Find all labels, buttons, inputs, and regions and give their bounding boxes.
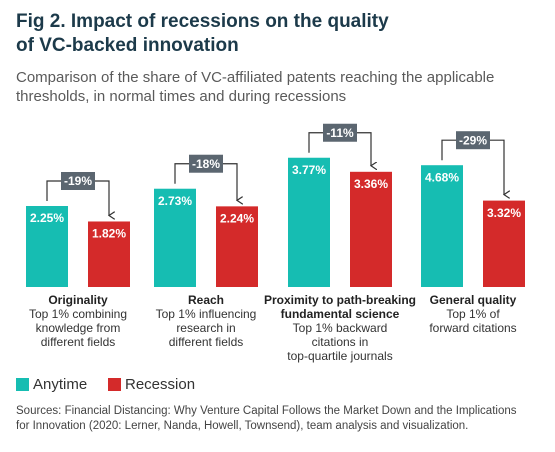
title: Fig 2. Impact of recessions on the quali… xyxy=(16,11,389,32)
group-description: research in xyxy=(176,321,235,335)
group-title: Originality xyxy=(48,293,108,307)
group-description: knowledge from xyxy=(36,321,121,335)
value-label: 3.36% xyxy=(354,177,388,191)
group-title: General quality xyxy=(430,293,517,307)
group-description: forward citations xyxy=(429,321,516,335)
value-label: 2.24% xyxy=(220,212,254,226)
value-label: 2.25% xyxy=(30,211,64,225)
change-label: -11% xyxy=(326,126,354,140)
subtitle: thresholds, in normal times and during r… xyxy=(16,88,346,105)
change-box xyxy=(323,123,357,142)
group-title: fundamental science xyxy=(281,307,400,321)
legend-label: Recession xyxy=(125,376,195,393)
legend-swatch xyxy=(16,378,29,391)
bar xyxy=(483,200,525,287)
group-description: top-quartile journals xyxy=(287,349,392,363)
value-label: 4.68% xyxy=(425,170,459,184)
legend-swatch xyxy=(108,378,121,391)
group-title: Proximity to path-breaking xyxy=(264,293,416,307)
bar xyxy=(88,221,130,287)
source: for Innovation (2020: Lerner, Nanda, How… xyxy=(16,420,468,432)
subtitle: Comparison of the share of VC-affiliated… xyxy=(16,69,494,86)
legend-label: Anytime xyxy=(33,376,87,393)
value-label: 2.73% xyxy=(158,194,192,208)
value-label: 3.32% xyxy=(487,206,521,220)
group-description: Top 1% combining xyxy=(29,307,127,321)
group-description: Top 1% influencing xyxy=(156,307,257,321)
bar xyxy=(421,165,463,287)
group-description: citations in xyxy=(312,335,369,349)
source: Sources: Financial Distancing: Why Ventu… xyxy=(16,405,517,417)
change-label: -29% xyxy=(459,133,487,147)
value-label: 1.82% xyxy=(92,227,126,241)
group-description: different fields xyxy=(169,335,244,349)
group-title: Reach xyxy=(188,293,224,307)
change-label: -19% xyxy=(64,174,92,188)
title: of VC-backed innovation xyxy=(16,35,239,56)
change-box xyxy=(189,154,223,173)
change-box xyxy=(61,172,95,190)
bar xyxy=(216,206,258,287)
bar xyxy=(288,157,330,287)
group-description: different fields xyxy=(41,335,116,349)
bar xyxy=(26,206,68,287)
bar xyxy=(154,188,196,287)
value-label: 3.77% xyxy=(292,163,326,177)
bar xyxy=(350,171,392,287)
group-description: Top 1% of xyxy=(446,307,500,321)
group-description: Top 1% backward xyxy=(293,321,388,335)
change-label: -18% xyxy=(192,157,220,171)
change-box xyxy=(456,131,490,150)
